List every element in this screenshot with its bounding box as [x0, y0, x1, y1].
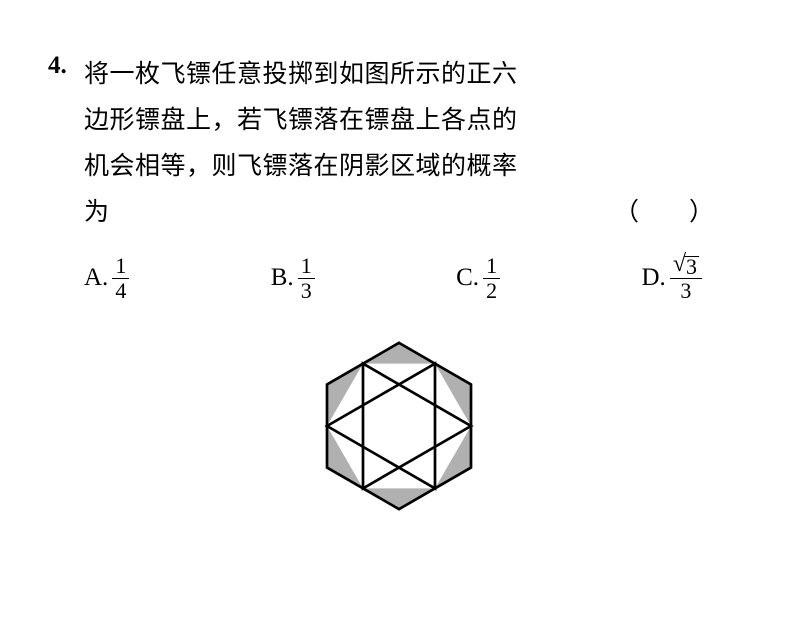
option-a: A. 1 4: [84, 254, 131, 302]
option-a-den: 4: [112, 279, 129, 302]
option-c: C. 1 2: [456, 254, 502, 302]
options-row: A. 1 4 B. 1 3 C. 1 2: [84, 254, 714, 302]
answer-paren: （ ）: [614, 190, 714, 236]
option-c-fraction: 1 2: [483, 255, 500, 302]
option-b-label: B.: [271, 264, 294, 292]
option-a-label: A.: [84, 264, 108, 292]
stem-last-word: 为: [84, 190, 110, 236]
question-stem: 将一枚飞镖任意投掷到如图所示的正六 边形镖盘上，若飞镖落在镖盘上各点的 机会相等…: [84, 52, 714, 236]
option-b: B. 1 3: [271, 254, 317, 302]
question-number: 4.: [48, 52, 67, 80]
option-b-den: 3: [298, 279, 315, 302]
stem-line-1: 将一枚飞镖任意投掷到如图所示的正六: [84, 52, 714, 98]
question-block: 4. 将一枚飞镖任意投掷到如图所示的正六 边形镖盘上，若飞镖落在镖盘上各点的 机…: [84, 52, 714, 522]
page: 4. 将一枚飞镖任意投掷到如图所示的正六 边形镖盘上，若飞镖落在镖盘上各点的 机…: [0, 0, 794, 644]
stem-line-3: 机会相等，则飞镖落在阴影区域的概率: [84, 144, 714, 190]
option-b-num: 1: [298, 255, 315, 279]
option-b-fraction: 1 3: [298, 255, 315, 302]
option-d: D. √ 3 3: [642, 254, 704, 302]
option-c-den: 2: [483, 279, 500, 302]
stem-line-4: 为 （ ）: [84, 190, 714, 236]
option-c-num: 1: [483, 255, 500, 279]
option-d-den: 3: [677, 279, 694, 302]
option-d-label: D.: [642, 264, 666, 292]
option-a-num: 1: [112, 255, 129, 279]
stem-line-2: 边形镖盘上，若飞镖落在镖盘上各点的: [84, 98, 714, 144]
option-d-radicand: 3: [684, 256, 699, 277]
option-c-label: C.: [456, 264, 479, 292]
sqrt-icon: √ 3: [673, 256, 699, 277]
radical-sign: √: [673, 255, 686, 274]
option-d-num: √ 3: [670, 254, 702, 279]
hexagon-star-figure: [303, 330, 495, 522]
option-a-fraction: 1 4: [112, 255, 129, 302]
option-d-fraction: √ 3 3: [670, 254, 702, 302]
figure-wrap: [84, 330, 714, 522]
